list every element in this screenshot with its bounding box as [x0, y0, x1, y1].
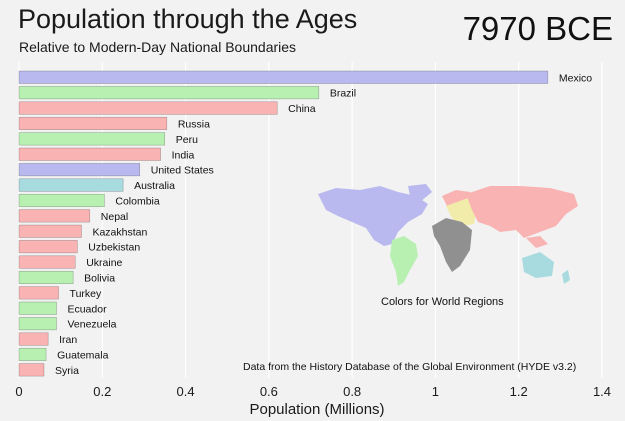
bar-peru	[18, 132, 165, 146]
x-tick-label: 0	[15, 384, 22, 399]
x-tick-label: 1.2	[510, 384, 528, 399]
bar-label: Brazil	[330, 88, 356, 100]
middle-east-shape	[446, 198, 476, 226]
chart-subtitle: Relative to Modern-Day National Boundari…	[19, 39, 297, 55]
southeast-asia-shape	[526, 236, 548, 248]
x-axis-ticks: 0 0.2 0.4 0.6 0.8 1 1.2 1.4	[15, 384, 611, 399]
x-tick-label: 0.8	[343, 384, 361, 399]
bar-label: Colombia	[115, 195, 160, 207]
x-tick-label: 0.4	[177, 384, 195, 399]
bar-label: Ukraine	[86, 257, 122, 269]
new-zealand-shape	[562, 270, 570, 284]
oceania-shape	[522, 252, 554, 278]
south-america-shape	[390, 236, 418, 286]
bars: Mexico Brazil China Russia Peru India United S…	[18, 70, 592, 377]
year-label: 7970 BCE	[462, 10, 613, 47]
bar-label: Turkey	[70, 288, 102, 300]
bar-label: Venezuela	[67, 319, 116, 331]
source-note: Data from the History Database of the Gl…	[243, 361, 577, 373]
bar-ukraine	[18, 255, 76, 269]
x-axis-label: Population (Millions)	[249, 401, 384, 418]
bar-uzbekistan	[18, 240, 78, 254]
bar-label: China	[288, 103, 316, 115]
bar-ecuador	[18, 301, 57, 315]
bar-india	[18, 147, 161, 161]
bar-bolivia	[18, 270, 74, 284]
bar-nepal	[18, 209, 91, 223]
bar-china	[18, 101, 278, 115]
x-tick-label: 1.4	[593, 384, 611, 399]
bar-label: Ecuador	[67, 303, 107, 315]
x-tick-label: 0.2	[93, 384, 111, 399]
bar-label: Kazakhstan	[92, 226, 147, 238]
bar-australia	[18, 178, 124, 192]
bar-kazakhstan	[18, 224, 82, 238]
greenland-shape	[408, 184, 432, 202]
bar-label: Bolivia	[84, 272, 115, 284]
bar-label: Syria	[55, 365, 79, 377]
x-tick-label: 1	[432, 384, 439, 399]
bar-brazil	[18, 86, 320, 100]
asia-russia-shape	[466, 186, 578, 238]
bar-syria	[18, 363, 45, 377]
bar-label: Australia	[134, 180, 175, 192]
bar-label: India	[172, 149, 195, 161]
bar-label: Iran	[59, 334, 77, 346]
bar-iran	[18, 332, 49, 346]
bar-label: Russia	[178, 118, 210, 130]
africa-shape	[432, 218, 472, 272]
bar-label: Uzbekistan	[88, 242, 140, 254]
bar-label: Mexico	[559, 72, 592, 84]
bar-united-states	[18, 163, 141, 177]
bar-colombia	[18, 193, 105, 207]
bar-guatemala	[18, 347, 47, 361]
bar-label: United States	[151, 165, 214, 177]
bar-venezuela	[18, 317, 57, 331]
bar-mexico	[18, 70, 549, 84]
regions-note: Colors for World Regions	[381, 296, 504, 308]
bar-label: Guatemala	[57, 349, 109, 361]
bar-turkey	[18, 286, 59, 300]
x-tick-label: 0.6	[260, 384, 278, 399]
bar-russia	[18, 116, 168, 130]
bar-label: Nepal	[101, 211, 128, 223]
chart-title: Population through the Ages	[18, 4, 358, 34]
bar-label: Peru	[176, 134, 198, 146]
north-america-shape	[318, 186, 428, 246]
